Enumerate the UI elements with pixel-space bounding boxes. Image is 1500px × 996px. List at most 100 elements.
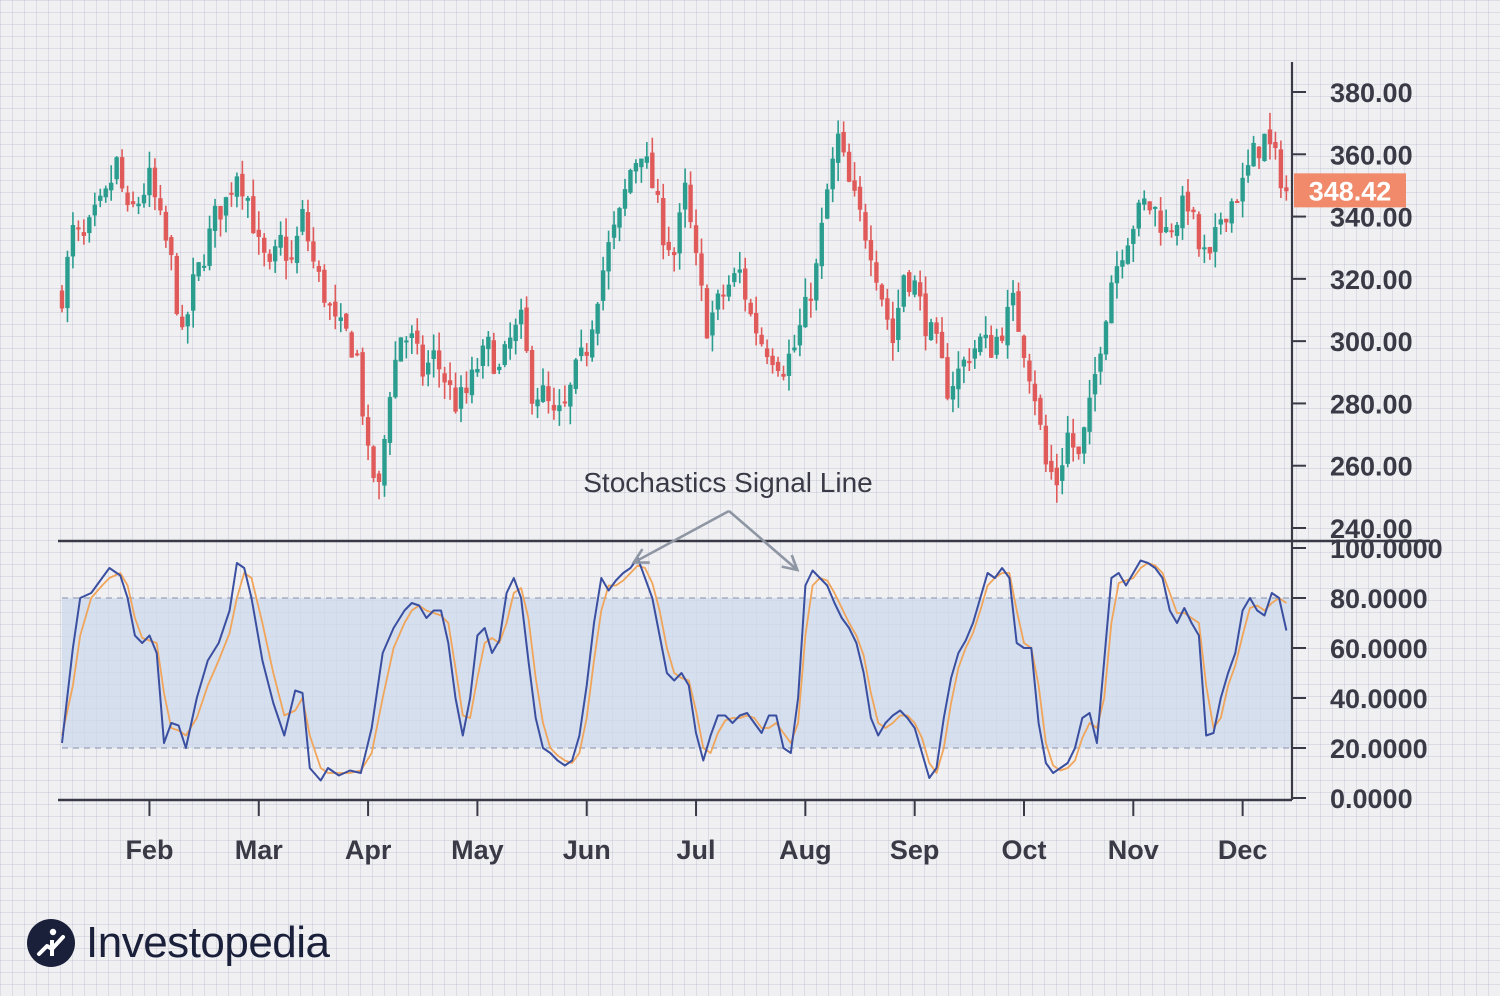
candle-body [710,312,715,336]
candle [1191,206,1196,220]
candle-body [393,359,398,398]
candle-body [814,263,819,301]
candle-body [294,235,300,263]
candle [988,325,994,359]
candle [1081,426,1087,464]
candle-body [885,298,890,320]
candle-body [808,298,814,301]
candle-body [1092,374,1098,395]
candle [349,330,354,358]
candle [59,285,65,313]
candle [1185,179,1191,225]
candle [212,198,218,248]
candle [1196,211,1202,257]
candle-body [1120,260,1125,267]
price-tick-label: 320.00 [1330,265,1413,295]
candle-body [770,355,775,366]
candle [447,362,453,400]
candle-body [1180,195,1185,229]
candle [1174,222,1180,246]
candle [398,337,404,362]
candle [114,156,119,185]
candle [491,332,497,375]
candle-body [349,332,354,358]
candle-body [666,241,671,251]
candle-body [573,359,578,389]
annotation-arrow [728,510,799,571]
candle-body [458,387,464,409]
candle [393,341,398,399]
candle-body [431,350,436,360]
candle-body [322,269,327,303]
oscillator-band-group [62,597,1292,749]
candle [983,316,988,349]
candle [316,260,322,282]
candle [185,311,190,344]
candle [65,250,70,323]
axes-group: 380.00 360.00 340.00 320.00 300.00 280.00 260.… [58,62,1443,865]
candle-body [1169,230,1174,233]
candle [950,371,956,413]
current-price-badge: 348.42 [1294,173,1406,208]
candle-body [1049,460,1054,473]
candle [1010,280,1016,322]
candle [300,199,305,236]
candle-body [1087,397,1092,432]
candle-body [1103,321,1109,355]
candle [994,328,999,359]
candle [863,203,868,249]
candle [688,171,693,229]
candle-body [464,387,469,394]
candle [814,258,819,311]
candle [508,322,513,360]
candle [1218,212,1223,235]
candle [1245,149,1251,183]
candle-body [611,224,617,238]
candle-body [1081,427,1087,454]
k-line [61,557,1288,782]
candle-body [240,173,245,197]
candle [1142,190,1147,211]
candle-body [568,384,573,407]
candle-body [163,211,169,241]
candle-body [622,189,628,209]
candle-body [1202,247,1207,250]
candle [852,162,857,197]
candle-body [835,133,841,163]
candle [130,191,136,208]
candle-body [661,198,666,246]
candle-body [108,182,114,191]
candle-body [1005,306,1010,346]
candle [868,225,874,277]
candle [972,340,978,369]
candle-body [961,359,967,367]
candle-body [371,446,376,478]
candle [879,283,885,307]
candle-body [792,347,797,351]
candle-body [480,345,486,366]
candle [469,356,475,404]
candle-body [557,405,562,412]
candle [573,358,578,394]
price-tick-label: 340.00 [1330,203,1413,233]
candle-body [759,334,764,345]
candle-body [743,268,748,300]
candle-body [278,234,283,248]
candle [354,349,360,357]
candle [529,345,535,415]
candle [589,320,595,362]
candle [792,334,797,353]
candle [661,183,666,260]
oscillator-tick-label: 20.0000 [1330,734,1428,764]
candle [147,151,152,208]
candle-body [967,361,972,364]
candle-body [819,222,824,267]
month-label: Oct [1001,835,1046,865]
candle [404,336,409,359]
signal-line [61,562,1287,774]
candle [978,333,983,356]
candle [611,211,617,250]
candle [196,261,201,282]
month-label: Feb [125,835,173,865]
candle [1273,131,1278,160]
